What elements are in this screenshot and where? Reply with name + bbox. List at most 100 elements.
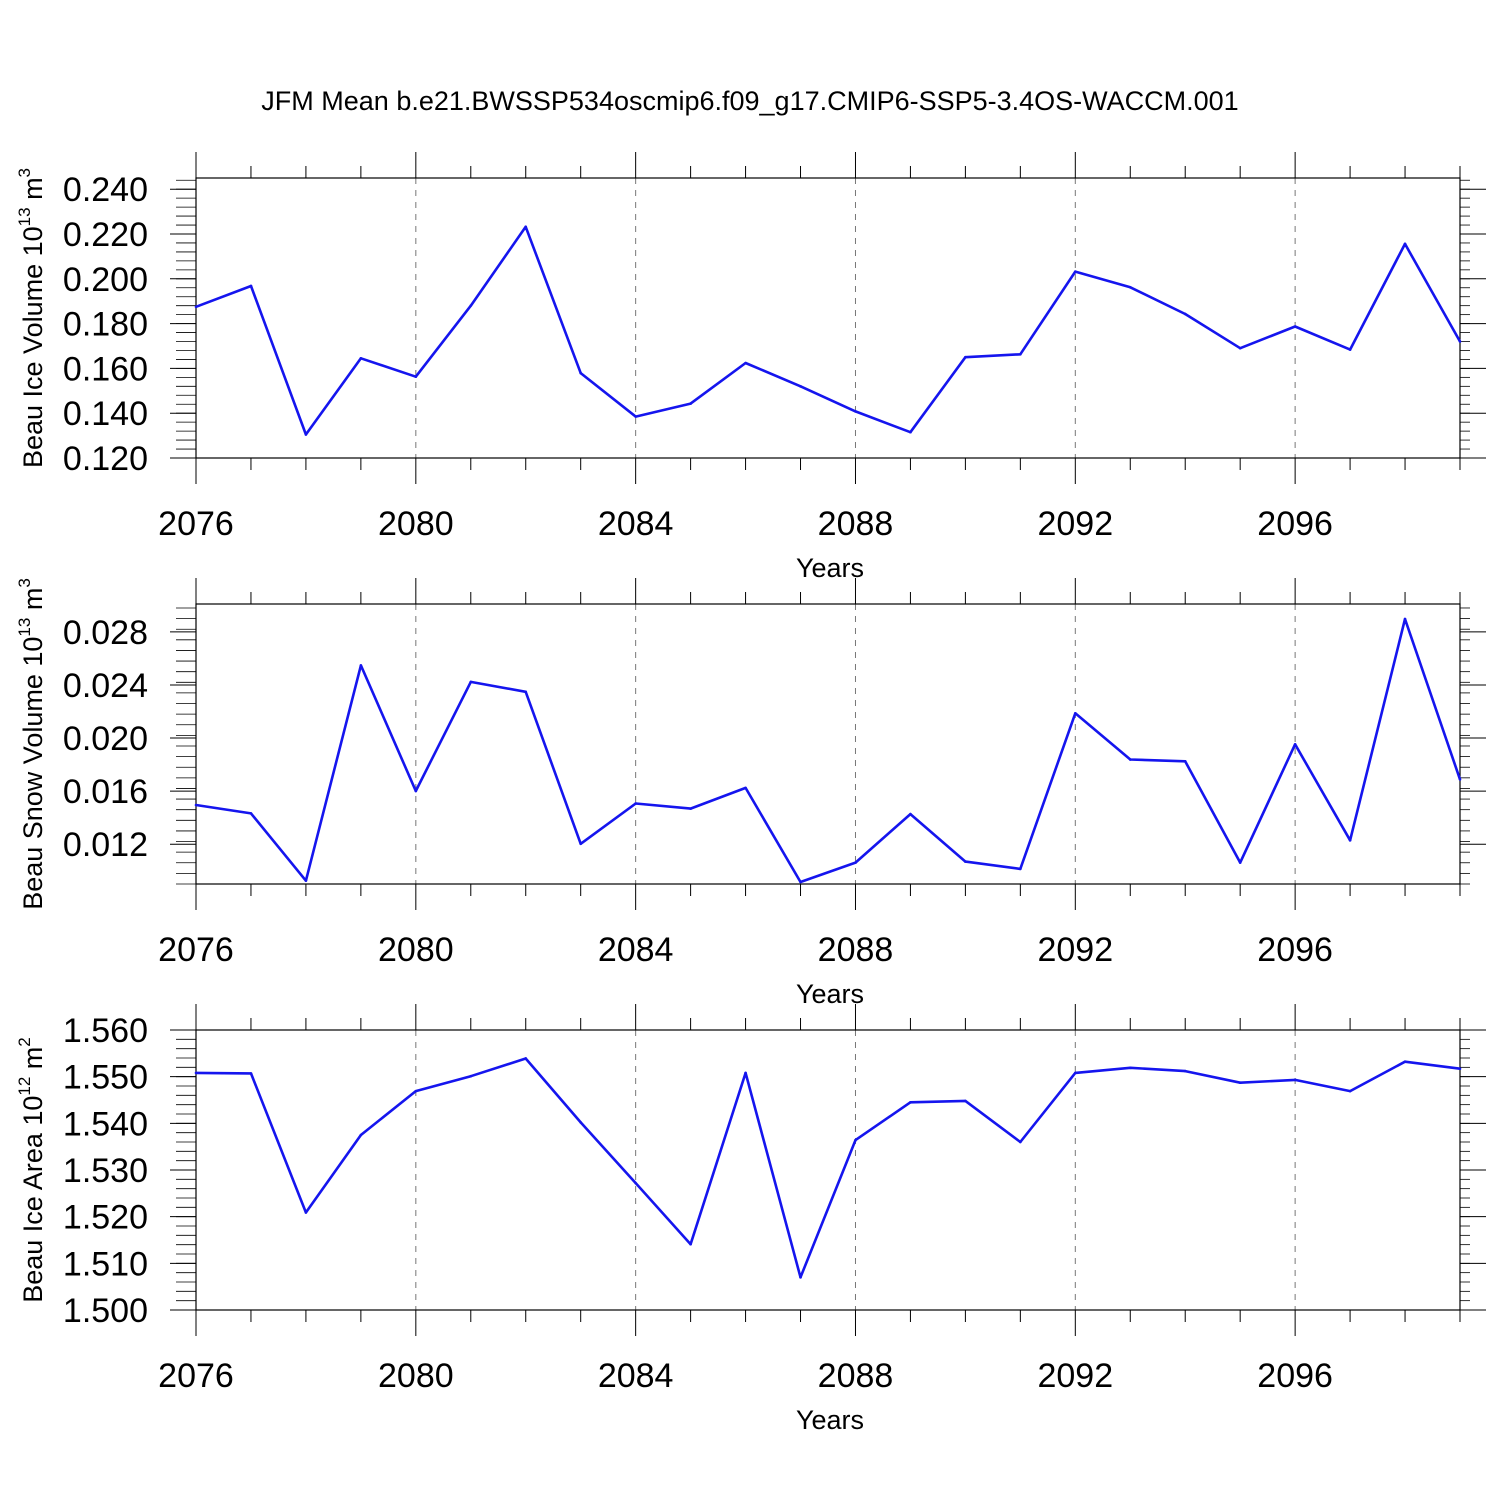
y-axis-title-unit-exponent: 3 [15, 168, 34, 177]
data-point [1183, 1069, 1187, 1073]
y-tick-label: 0.016 [63, 773, 148, 811]
plot-frame [195, 603, 1461, 885]
data-point [469, 304, 473, 307]
chart-panel-3: 2076 2080 2084 2088 2092 2096 Years 1.500 1.510 1… [15, 1004, 1486, 1435]
x-tick-label: 2076 [158, 505, 234, 543]
y-axis-title-unit: m [18, 588, 48, 618]
data-point [249, 1072, 253, 1075]
data-point [1403, 1060, 1407, 1064]
x-tick-label: 2088 [818, 505, 894, 543]
data-point [1019, 352, 1022, 356]
data-point [1128, 1066, 1132, 1070]
data-point [1128, 286, 1132, 289]
x-tick-label: 2096 [1257, 931, 1333, 969]
data-point [1074, 712, 1077, 715]
data-point [1019, 1140, 1022, 1144]
data-point [799, 880, 802, 884]
y-tick-label: 0.020 [63, 720, 148, 758]
y-axis-title-unit-exponent: 2 [15, 1037, 34, 1046]
y-axis-title: Beau Snow Volume 1013 m3 [15, 578, 48, 910]
y-tick-label: 1.540 [63, 1105, 148, 1143]
series-line-1 [195, 225, 1462, 436]
x-tick-label: 2088 [818, 1357, 894, 1395]
y-tick-label: 0.220 [63, 216, 148, 254]
data-point [304, 879, 308, 882]
data-point [1348, 1089, 1352, 1093]
data-point [854, 1138, 857, 1142]
data-point [744, 786, 747, 790]
data-point [1293, 742, 1297, 746]
data-point [1293, 325, 1297, 328]
y-tick-label: 1.550 [63, 1059, 148, 1097]
y-tick-label: 0.028 [63, 614, 148, 652]
data-point [854, 861, 857, 864]
y-axis-title-main: Beau Ice Volume 10 [18, 226, 48, 468]
plot-frame [195, 177, 1461, 459]
chart-panel-1: 2076 2080 2084 2088 2092 2096 Years 0.120 0.140 0… [15, 152, 1486, 583]
y-axis-title: Beau Ice Volume 1013 m3 [15, 168, 48, 468]
data-point [634, 1181, 637, 1185]
data-point [249, 284, 253, 288]
data-point [359, 664, 363, 667]
data-point [689, 402, 692, 405]
data-point [414, 375, 418, 378]
data-point [304, 1211, 308, 1214]
data-point [524, 1057, 528, 1060]
data-point [469, 1074, 473, 1078]
data-point [799, 1276, 802, 1279]
y-axis-title-exponent: 12 [15, 1077, 34, 1096]
data-point [744, 361, 747, 365]
data-point [414, 1089, 418, 1093]
y-axis-title-main: Beau Ice Area 10 [18, 1096, 48, 1303]
chart-panel-2: 2076 2080 2084 2088 2092 2096 Years 0.012 0.016 0… [15, 578, 1486, 1009]
data-point [964, 1099, 967, 1103]
y-tick-label: 0.140 [63, 395, 148, 433]
x-axis-title: Years [796, 553, 864, 583]
y-tick-label: 1.500 [63, 1292, 148, 1330]
y-tick-label: 1.510 [63, 1245, 148, 1283]
data-point [964, 860, 967, 863]
data-point [194, 1071, 198, 1075]
data-point [1458, 1067, 1462, 1071]
y-axis-title-unit-exponent: 3 [15, 578, 34, 587]
y-tick-label: 1.560 [63, 1012, 148, 1050]
data-point [469, 680, 473, 684]
data-point [1458, 340, 1462, 343]
y-tick-label: 0.012 [63, 826, 148, 864]
x-tick-label: 2084 [598, 1357, 674, 1395]
data-point [579, 1121, 582, 1124]
y-tick-label: 0.180 [63, 306, 148, 344]
x-axis-title: Years [796, 1405, 864, 1435]
data-point [1348, 839, 1352, 842]
y-axis-title: Beau Ice Area 1012 m2 [15, 1037, 48, 1303]
data-point [579, 371, 582, 375]
data-point [799, 385, 802, 388]
data-point [909, 1101, 912, 1104]
data-point [1128, 758, 1132, 761]
data-point [194, 803, 198, 807]
data-point [1348, 348, 1352, 351]
data-point [689, 1242, 692, 1246]
x-tick-label: 2084 [598, 505, 674, 543]
y-axis-title-exponent: 13 [15, 618, 34, 637]
y-tick-label: 0.240 [63, 171, 148, 209]
data-point [524, 225, 528, 229]
data-point [249, 812, 253, 815]
y-tick-label: 1.520 [63, 1199, 148, 1237]
data-point [414, 789, 418, 793]
data-point [1238, 1081, 1242, 1085]
y-tick-label: 1.530 [63, 1152, 148, 1190]
data-point [634, 415, 637, 418]
series-line-3 [195, 1057, 1461, 1279]
x-tick-label: 2080 [378, 1357, 454, 1395]
data-point [744, 1071, 747, 1075]
series-line-2 [195, 617, 1462, 884]
data-point [634, 802, 637, 805]
data-point [1238, 346, 1242, 350]
y-tick-label: 0.024 [63, 667, 148, 705]
y-tick-label: 0.120 [63, 440, 148, 478]
figure-title: JFM Mean b.e21.BWSSP534oscmip6.f09_g17.C… [261, 86, 1239, 116]
x-axis-title: Years [796, 979, 864, 1009]
